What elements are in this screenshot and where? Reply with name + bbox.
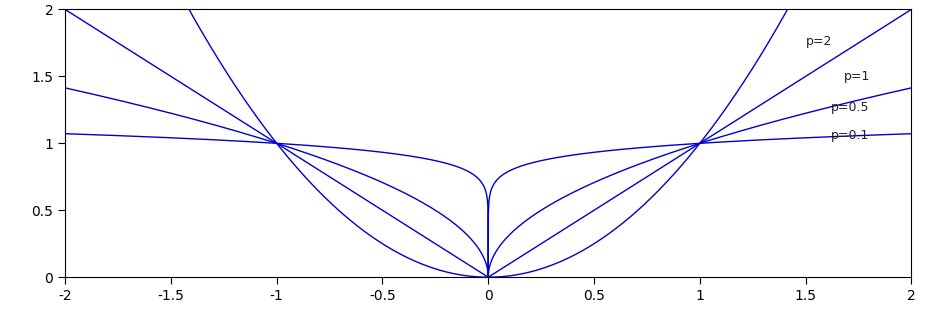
Text: p=0.1: p=0.1 bbox=[831, 129, 870, 142]
Text: p=2: p=2 bbox=[805, 35, 832, 48]
Text: p=1: p=1 bbox=[844, 70, 870, 83]
Text: p=0.5: p=0.5 bbox=[831, 101, 870, 114]
